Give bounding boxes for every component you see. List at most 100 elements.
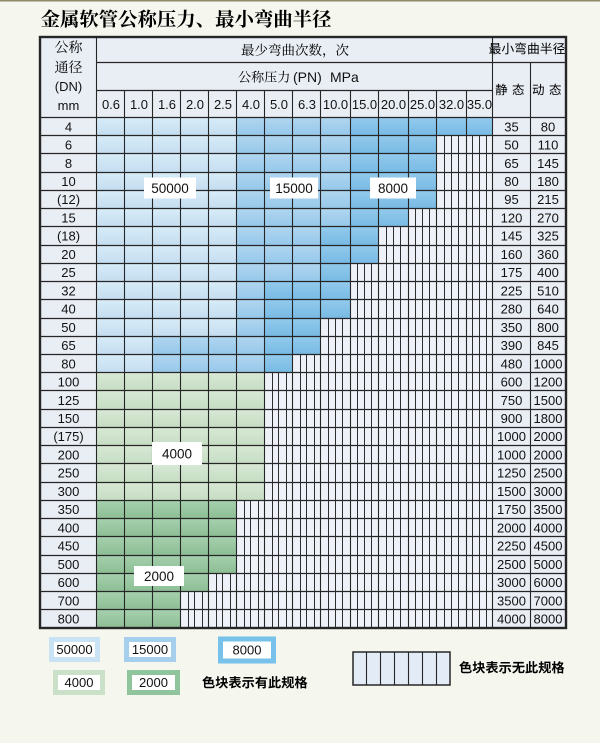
svg-text:4.0: 4.0 (242, 97, 260, 112)
svg-text:180: 180 (537, 174, 559, 189)
svg-text:400: 400 (537, 265, 559, 280)
svg-text:215: 215 (537, 192, 559, 207)
svg-text:150: 150 (58, 411, 80, 426)
svg-text:50: 50 (504, 138, 518, 153)
svg-text:3500: 3500 (534, 502, 563, 517)
svg-text:2250: 2250 (497, 539, 526, 554)
svg-text:2000: 2000 (144, 569, 174, 584)
svg-text:120: 120 (501, 211, 523, 226)
svg-text:390: 390 (501, 338, 523, 353)
svg-text:800: 800 (58, 612, 80, 627)
svg-text:2500: 2500 (534, 466, 563, 481)
svg-text:8: 8 (65, 156, 72, 171)
svg-text:6.3: 6.3 (298, 97, 316, 112)
svg-text:15000: 15000 (275, 181, 313, 196)
svg-text:(175): (175) (53, 429, 83, 444)
svg-text:1.6: 1.6 (158, 97, 176, 112)
svg-text:35: 35 (504, 119, 518, 134)
svg-text:4000: 4000 (162, 446, 192, 461)
svg-text:700: 700 (58, 593, 80, 608)
svg-text:4500: 4500 (534, 539, 563, 554)
svg-text:7000: 7000 (534, 593, 563, 608)
svg-text:350: 350 (501, 320, 523, 335)
svg-text:280: 280 (501, 302, 523, 317)
svg-text:1200: 1200 (534, 375, 563, 390)
svg-text:1500: 1500 (534, 393, 563, 408)
svg-text:5000: 5000 (534, 557, 563, 572)
svg-text:450: 450 (58, 539, 80, 554)
svg-text:3000: 3000 (534, 484, 563, 499)
svg-text:750: 750 (501, 393, 523, 408)
svg-text:32: 32 (61, 283, 75, 298)
svg-text:145: 145 (501, 229, 523, 244)
svg-text:225: 225 (501, 283, 523, 298)
svg-text:1000: 1000 (497, 448, 526, 463)
svg-text:80: 80 (541, 119, 555, 134)
svg-text:mm: mm (58, 98, 80, 113)
svg-text:15.0: 15.0 (352, 97, 377, 112)
svg-text:2.0: 2.0 (186, 97, 204, 112)
svg-text:20: 20 (61, 247, 75, 262)
svg-text:1800: 1800 (534, 411, 563, 426)
svg-text:15: 15 (61, 211, 75, 226)
svg-text:3000: 3000 (497, 575, 526, 590)
svg-text:145: 145 (537, 156, 559, 171)
svg-text:2000: 2000 (534, 429, 563, 444)
svg-text:600: 600 (501, 375, 523, 390)
svg-text:80: 80 (61, 356, 75, 371)
svg-text:480: 480 (501, 356, 523, 371)
svg-text:5.0: 5.0 (270, 97, 288, 112)
svg-text:8000: 8000 (233, 643, 262, 658)
svg-text:95: 95 (504, 192, 518, 207)
svg-text:10: 10 (61, 174, 75, 189)
svg-text:2000: 2000 (497, 520, 526, 535)
svg-text:4000: 4000 (534, 520, 563, 535)
svg-text:8000: 8000 (534, 612, 563, 627)
svg-text:32.0: 32.0 (439, 97, 464, 112)
svg-text:600: 600 (58, 575, 80, 590)
svg-text:1250: 1250 (497, 466, 526, 481)
svg-text:360: 360 (537, 247, 559, 262)
svg-text:400: 400 (58, 520, 80, 535)
svg-text:1750: 1750 (497, 502, 526, 517)
svg-text:175: 175 (501, 265, 523, 280)
svg-text:800: 800 (537, 320, 559, 335)
svg-text:110: 110 (538, 138, 559, 153)
svg-text:65: 65 (61, 338, 75, 353)
svg-text:(12): (12) (57, 192, 80, 207)
svg-text:200: 200 (58, 448, 80, 463)
svg-text:6000: 6000 (534, 575, 563, 590)
svg-text:50000: 50000 (151, 181, 189, 196)
svg-text:270: 270 (537, 211, 559, 226)
svg-text:2500: 2500 (497, 557, 526, 572)
svg-text:125: 125 (58, 393, 80, 408)
svg-text:1.0: 1.0 (130, 97, 148, 112)
svg-text:1500: 1500 (497, 484, 526, 499)
svg-text:4: 4 (65, 119, 72, 134)
svg-text:0.6: 0.6 (102, 97, 120, 112)
svg-text:1000: 1000 (534, 356, 563, 371)
svg-text:325: 325 (537, 229, 559, 244)
svg-text:2.5: 2.5 (214, 97, 232, 112)
svg-text:MPa: MPa (330, 69, 359, 85)
svg-text:10.0: 10.0 (323, 97, 348, 112)
svg-text:(18): (18) (57, 229, 80, 244)
svg-text:250: 250 (58, 466, 80, 481)
svg-text:500: 500 (58, 557, 80, 572)
svg-text:2000: 2000 (139, 675, 168, 690)
svg-text:25.0: 25.0 (410, 97, 435, 112)
svg-text:40: 40 (61, 302, 75, 317)
svg-text:35.0: 35.0 (467, 97, 492, 112)
svg-text:100: 100 (58, 375, 80, 390)
svg-text:300: 300 (58, 484, 80, 499)
svg-text:350: 350 (58, 502, 80, 517)
svg-text:640: 640 (537, 302, 559, 317)
svg-text:20.0: 20.0 (381, 97, 406, 112)
svg-text:(DN): (DN) (55, 79, 82, 94)
svg-text:4000: 4000 (65, 675, 94, 690)
svg-text:900: 900 (501, 411, 523, 426)
svg-text:50: 50 (61, 320, 75, 335)
svg-text:15000: 15000 (132, 642, 168, 657)
svg-text:(PN): (PN) (293, 69, 322, 85)
svg-text:8000: 8000 (378, 181, 408, 196)
